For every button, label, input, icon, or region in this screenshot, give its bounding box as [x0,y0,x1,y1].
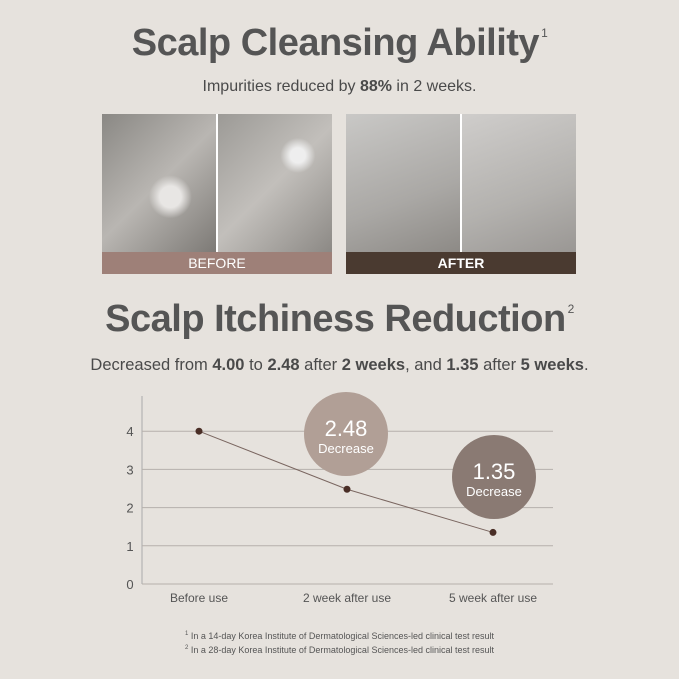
text: to [244,356,268,374]
scalp-image [218,114,332,252]
y-tick-label: 3 [126,462,133,477]
footnote-num: 1 [184,631,189,637]
decrease-bubble [304,392,388,476]
scalp-image [102,114,216,252]
after-photo: AFTER [346,114,576,274]
text: . [583,356,589,374]
data-point [195,427,203,435]
x-tick-label: Before use [170,591,228,605]
footnote-2: 2 In a 28-day Korea Institute of Dermato… [0,645,679,655]
x-tick-label: 2 week after use [303,591,391,605]
data-point [489,528,497,536]
y-tick-label: 4 [126,424,133,439]
text: 2.48 [267,356,300,374]
cleansing-subtitle: Impurities reduced by 88% in 2 weeks. [0,78,679,96]
text: , and [405,356,447,374]
text: in 2 weeks. [391,78,477,95]
text: 1.35 [446,356,479,374]
title-text: Scalp Cleansing Ability [131,22,540,64]
scalp-image [346,114,460,252]
text: 2 weeks [341,356,406,374]
y-tick-label: 0 [126,577,133,592]
footnote-text: In a 14-day Korea Institute of Dermatolo… [190,631,494,641]
itchiness-title: Scalp Itchiness Reduction 2 [0,298,679,341]
decrease-bubble [452,435,536,519]
after-label: AFTER [346,252,576,274]
text: after [478,356,521,374]
before-label: BEFORE [102,252,332,274]
footnote-ref: 2 [567,302,575,316]
cleansing-title: Scalp Cleansing Ability 1 [0,22,679,65]
bubble-label: Decrease [466,484,522,499]
scalp-image [462,114,576,252]
text: Impurities reduced by [202,78,360,95]
title-text: Scalp Itchiness Reduction [105,298,566,340]
bubble-label: Decrease [318,441,374,456]
divider [216,114,218,252]
text: 5 weeks [520,356,584,374]
footnote-text: In a 28-day Korea Institute of Dermatolo… [190,645,494,655]
y-tick-label: 1 [126,539,133,554]
y-tick-label: 2 [126,501,133,516]
text: after [299,356,342,374]
before-photo: BEFORE [102,114,332,274]
divider [460,114,462,252]
footnote-1: 1 In a 14-day Korea Institute of Dermato… [0,631,679,641]
text: Decreased from [90,356,213,374]
text: 4.00 [212,356,245,374]
footnote-ref: 1 [541,26,548,40]
itchiness-subtitle: Decreased from 4.00 to 2.48 after 2 week… [0,356,679,375]
bubble-value: 2.48 [325,416,368,441]
bubble-value: 1.35 [473,459,516,484]
text: 88% [359,78,392,95]
data-point [343,485,351,493]
x-tick-label: 5 week after use [449,591,537,605]
footnote-num: 2 [184,645,189,651]
